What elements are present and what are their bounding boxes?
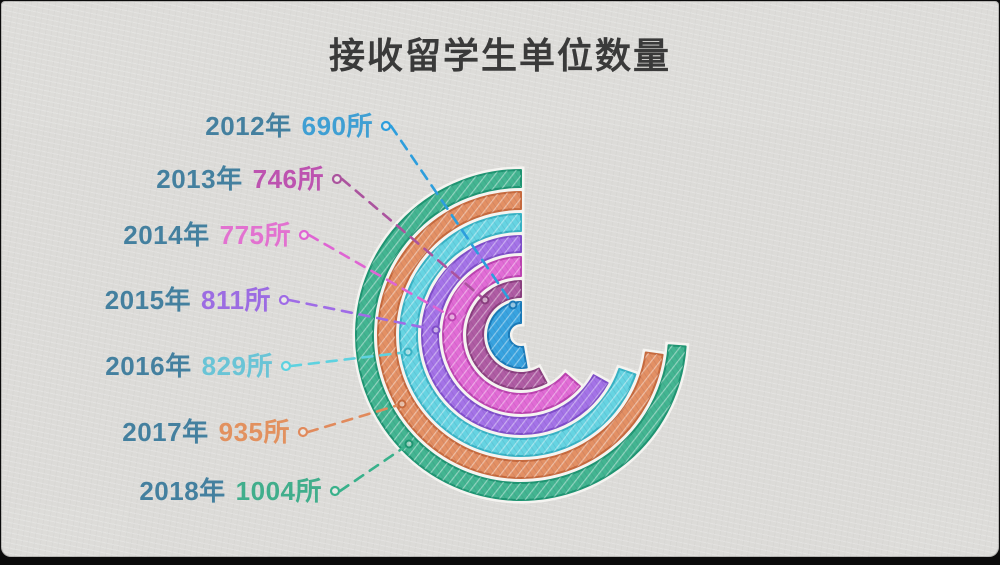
chart-title: 接收留学生单位数量	[328, 35, 671, 76]
legend-year-2016: 2016年	[105, 351, 192, 381]
legend-year-2014: 2014年	[123, 220, 210, 250]
legend-item-2018: 2018年 1004所	[1, 474, 322, 508]
leader-dot-label-2017	[297, 426, 309, 438]
legend-item-2016: 2016年 829所	[1, 349, 273, 383]
legend-year-2012: 2012年	[205, 111, 292, 141]
legend-year-2017: 2017年	[122, 417, 209, 447]
legend-item-2015: 2015年 811所	[1, 283, 271, 317]
leader-dot-label-2016	[280, 360, 292, 372]
legend-value-2015: 811所	[201, 285, 271, 315]
leader-lines-layer	[278, 120, 518, 497]
legend-value-2018: 1004所	[235, 476, 322, 506]
ring-hatch-dark-2012	[487, 301, 527, 368]
legend-value-2014: 775所	[219, 220, 291, 250]
legend-item-2017: 2017年 935所	[1, 415, 290, 449]
rings-layer	[352, 166, 690, 504]
leader-dot-ring-2015	[431, 325, 441, 335]
leader-dot-label-2014	[298, 229, 310, 241]
legend-value-2012: 690所	[301, 111, 373, 141]
leader-dot-ring-2014	[447, 312, 457, 322]
legend-year-2013: 2013年	[156, 164, 243, 194]
legend-value-2013: 746所	[252, 164, 324, 194]
ring-hatch-dark-2013	[467, 281, 547, 389]
leader-dot-ring-2018	[404, 439, 414, 449]
legend-value-2016: 829所	[201, 351, 273, 381]
leader-line-2014	[307, 233, 454, 319]
leader-dot-label-2012	[380, 120, 392, 132]
legend-year-2015: 2015年	[104, 285, 192, 315]
leader-line-2015	[287, 298, 438, 332]
legend-item-2013: 2013年 746所	[1, 162, 324, 196]
legend-item-2014: 2014年 775所	[1, 218, 291, 252]
leader-line-2013	[340, 177, 487, 302]
legend-year-2018: 2018年	[139, 476, 226, 506]
leader-dot-ring-2012	[508, 300, 518, 310]
leader-line-2017	[306, 402, 404, 434]
leader-dot-ring-2016	[403, 347, 413, 357]
leader-dot-label-2015	[278, 294, 290, 306]
leader-dot-label-2013	[331, 173, 343, 185]
legend-item-2012: 2012年 690所	[1, 109, 373, 143]
leader-dot-label-2018	[329, 485, 341, 497]
leader-line-2018	[338, 442, 411, 493]
legend-value-2017: 935所	[218, 417, 290, 447]
leader-dot-ring-2017	[397, 399, 407, 409]
leader-dot-ring-2013	[480, 295, 490, 305]
ring-hatch-dark-2014	[443, 257, 580, 413]
leader-line-2012	[389, 124, 515, 307]
leader-line-2016	[289, 350, 410, 368]
